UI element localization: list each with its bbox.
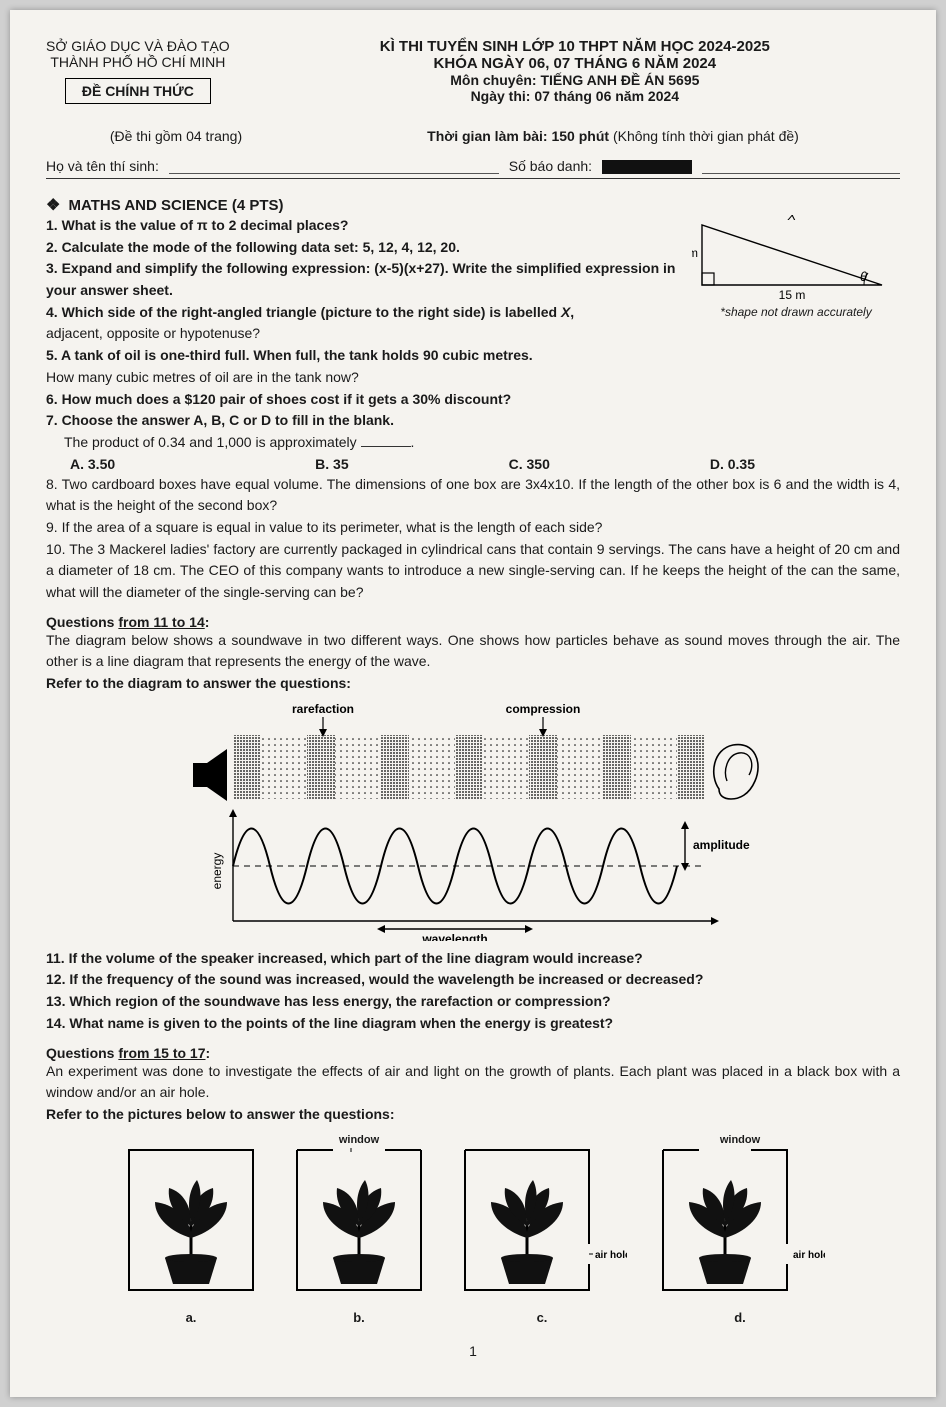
ear-icon [714, 744, 758, 798]
sbd-redacted [602, 160, 692, 174]
divider-line [46, 178, 900, 179]
q4b: , [570, 304, 574, 320]
q15-17-prefix: Questions [46, 1045, 118, 1061]
q15-17-under: from 15 to 17 [118, 1045, 205, 1061]
airhole-label-c: air hole [595, 1250, 627, 1261]
bullet-icon: ❖ [46, 197, 60, 214]
section-title: ❖ MATHS AND SCIENCE (4 PTS) [46, 195, 900, 215]
q9: 9. If the area of a square is equal in v… [46, 517, 900, 539]
q7a: 7. Choose the answer A, B, C or D to fil… [46, 410, 900, 432]
header-right: KÌ THI TUYỂN SINH LỚP 10 THPT NĂM HỌC 20… [250, 38, 900, 104]
energy-label: energy [210, 852, 224, 889]
label-a: a. [121, 1310, 261, 1325]
dept-line2: THÀNH PHỐ HỒ CHÍ MINH [46, 54, 230, 70]
q15-17-suffix: : [206, 1045, 211, 1061]
wavelength-label: wavelength [421, 932, 487, 941]
header: SỞ GIÁO DỤC VÀ ĐÀO TẠO THÀNH PHỐ HỒ CHÍ … [46, 38, 900, 104]
exam-title: KÌ THI TUYỂN SINH LỚP 10 THPT NĂM HỌC 20… [250, 38, 900, 55]
opt-d[interactable]: D. 0.35 [710, 456, 755, 472]
name-label: Họ và tên thí sinh: [46, 158, 159, 174]
plants-intro: An experiment was done to investigate th… [46, 1061, 900, 1104]
q15-17-title: Questions from 15 to 17: [46, 1045, 900, 1061]
wave-svg: rarefaction compression [153, 701, 793, 941]
particle-bands [233, 735, 705, 799]
q4a: 4. Which side of the right-angled triang… [46, 304, 561, 320]
pages-note: (Đề thi gồm 04 trang) [46, 128, 306, 144]
opt-c[interactable]: C. 350 [509, 456, 550, 472]
time-prefix: Thời gian làm bài: 150 phút [427, 128, 609, 144]
header-row-2: (Đề thi gồm 04 trang) Thời gian làm bài:… [46, 114, 900, 144]
plant-d: window air hole d. [655, 1134, 825, 1325]
window-label-d: window [655, 1134, 825, 1146]
q11-14-under: from 11 to 14 [118, 614, 204, 630]
plant-icon [491, 1180, 563, 1284]
sine-plot: energy amplitude wavelength [210, 809, 750, 941]
q6: 6. How much does a $120 pair of shoes co… [46, 389, 900, 411]
header-left: SỞ GIÁO DỤC VÀ ĐÀO TẠO THÀNH PHỐ HỒ CHÍ … [46, 38, 230, 104]
official-exam-box: ĐỀ CHÍNH THỨC [65, 78, 211, 104]
name-blank[interactable] [169, 159, 499, 174]
label-d: d. [655, 1310, 825, 1325]
q8: 8. Two cardboard boxes have equal volume… [46, 474, 900, 517]
label-b: b. [289, 1310, 429, 1325]
q12: 12. If the frequency of the sound was in… [46, 969, 900, 991]
q5b: How many cubic metres of oil are in the … [46, 367, 900, 389]
q4c: adjacent, opposite or hypotenuse? [46, 323, 900, 345]
label-c: c. [457, 1310, 627, 1325]
q4-x: X [561, 304, 570, 320]
exam-date: KHÓA NGÀY 06, 07 THÁNG 6 NĂM 2024 [250, 55, 900, 72]
sbd-label: Số báo danh: [509, 158, 592, 174]
rarefaction-label: rarefaction [292, 702, 354, 716]
side-15: 15 m [779, 288, 806, 302]
q7-blank[interactable] [361, 433, 411, 447]
x-label: X [787, 215, 798, 223]
q11: 11. If the volume of the speaker increas… [46, 948, 900, 970]
q11-14-title: Questions from 11 to 14: [46, 614, 900, 630]
q10: 10. The 3 Mackerel ladies' factory are c… [46, 539, 900, 604]
side-7: 7 m [692, 246, 698, 260]
q11-14-suffix: : [205, 614, 210, 630]
triangle-note: *shape not drawn accurately [692, 305, 900, 319]
section-title-text: MATHS AND SCIENCE (4 PTS) [69, 197, 284, 214]
airhole-label-d: air hole [793, 1250, 825, 1261]
opt-b[interactable]: B. 35 [315, 456, 348, 472]
wave-intro: The diagram below shows a soundwave in t… [46, 630, 900, 673]
sbd-blank[interactable] [702, 159, 900, 174]
dept-line1: SỞ GIÁO DỤC VÀ ĐÀO TẠO [46, 38, 230, 54]
plant-icon [323, 1180, 395, 1284]
q7-options: A. 3.50 B. 35 C. 350 D. 0.35 [46, 456, 900, 472]
candidate-name-row: Họ và tên thí sinh: Số báo danh: [46, 158, 900, 174]
window-label-b: window [289, 1134, 429, 1146]
compression-label: compression [506, 702, 581, 716]
q5a: 5. A tank of oil is one-third full. When… [46, 345, 900, 367]
q7b-wrap: The product of 0.34 and 1,000 is approxi… [46, 432, 900, 454]
speaker-icon [193, 749, 227, 801]
plant-icon [155, 1180, 227, 1284]
plant-icon [689, 1180, 761, 1284]
time-note-wrap: Thời gian làm bài: 150 phút (Không tính … [326, 128, 900, 144]
q7b: The product of 0.34 and 1,000 is approxi… [64, 434, 361, 450]
q14: 14. What name is given to the points of … [46, 1013, 900, 1035]
plant-a: a. [121, 1134, 261, 1325]
exam-day: Ngày thi: 07 tháng 06 năm 2024 [250, 88, 900, 104]
exam-page: SỞ GIÁO DỤC VÀ ĐÀO TẠO THÀNH PHỐ HỒ CHÍ … [10, 10, 936, 1397]
opt-a[interactable]: A. 3.50 [70, 456, 115, 472]
exam-subject: Môn chuyên: TIẾNG ANH ĐỀ ÁN 5695 [250, 72, 900, 88]
q11-14-prefix: Questions [46, 614, 118, 630]
plants-row: a. window b. [46, 1134, 900, 1325]
q13: 13. Which region of the soundwave has le… [46, 991, 900, 1013]
time-suffix: (Không tính thời gian phát đề) [613, 128, 799, 144]
triangle-diagram: X 7 m 15 m θ *shape not drawn accurately [680, 215, 900, 319]
plants-refer: Refer to the pictures below to answer th… [46, 1104, 900, 1126]
wave-refer: Refer to the diagram to answer the quest… [46, 673, 900, 695]
wave-diagram: rarefaction compression [46, 701, 900, 944]
plant-b: window b. [289, 1134, 429, 1325]
amplitude-label: amplitude [693, 838, 750, 852]
page-number: 1 [46, 1343, 900, 1359]
plant-c: air hole c. [457, 1134, 627, 1325]
triangle-svg: X 7 m 15 m θ [692, 215, 902, 305]
